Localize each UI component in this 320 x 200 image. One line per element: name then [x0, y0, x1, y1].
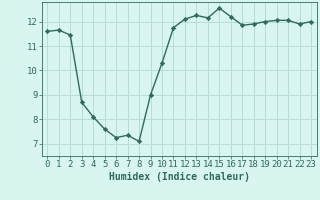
X-axis label: Humidex (Indice chaleur): Humidex (Indice chaleur) — [109, 172, 250, 182]
